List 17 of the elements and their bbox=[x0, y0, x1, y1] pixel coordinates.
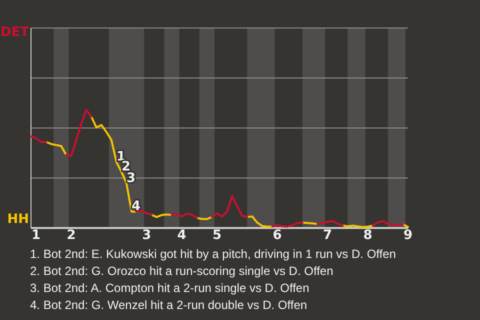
x-tick-label: 5 bbox=[212, 228, 222, 244]
x-tick-label: 7 bbox=[323, 228, 332, 244]
annotation: 3 bbox=[126, 170, 136, 186]
x-tick-label: 6 bbox=[272, 228, 282, 244]
x-tick-label: 2 bbox=[66, 228, 76, 244]
x-tick-label: 3 bbox=[142, 228, 152, 244]
text: DET bbox=[0, 24, 30, 40]
text: HH bbox=[7, 212, 29, 227]
annotation: 4 bbox=[132, 198, 141, 214]
text: 1. Bot 2nd: E. Kukowski got hit by a pitch, driving in 1 run vs D. Offen bbox=[30, 246, 397, 263]
x-tick-label: 4 bbox=[177, 228, 186, 244]
x-tick-label: 8 bbox=[363, 228, 372, 244]
text: 2. Bot 2nd: G. Orozco hit a run-scoring single vs D. Offen bbox=[30, 263, 334, 280]
x-tick-label: 1 bbox=[32, 228, 41, 244]
text: 4. Bot 2nd: G. Wenzel hit a 2-run double vs D. Offen bbox=[30, 297, 308, 314]
text: 3. Bot 2nd: A. Compton hit a 2-run single vs D. Offen bbox=[30, 280, 310, 297]
x-tick-label: 9 bbox=[403, 228, 413, 244]
